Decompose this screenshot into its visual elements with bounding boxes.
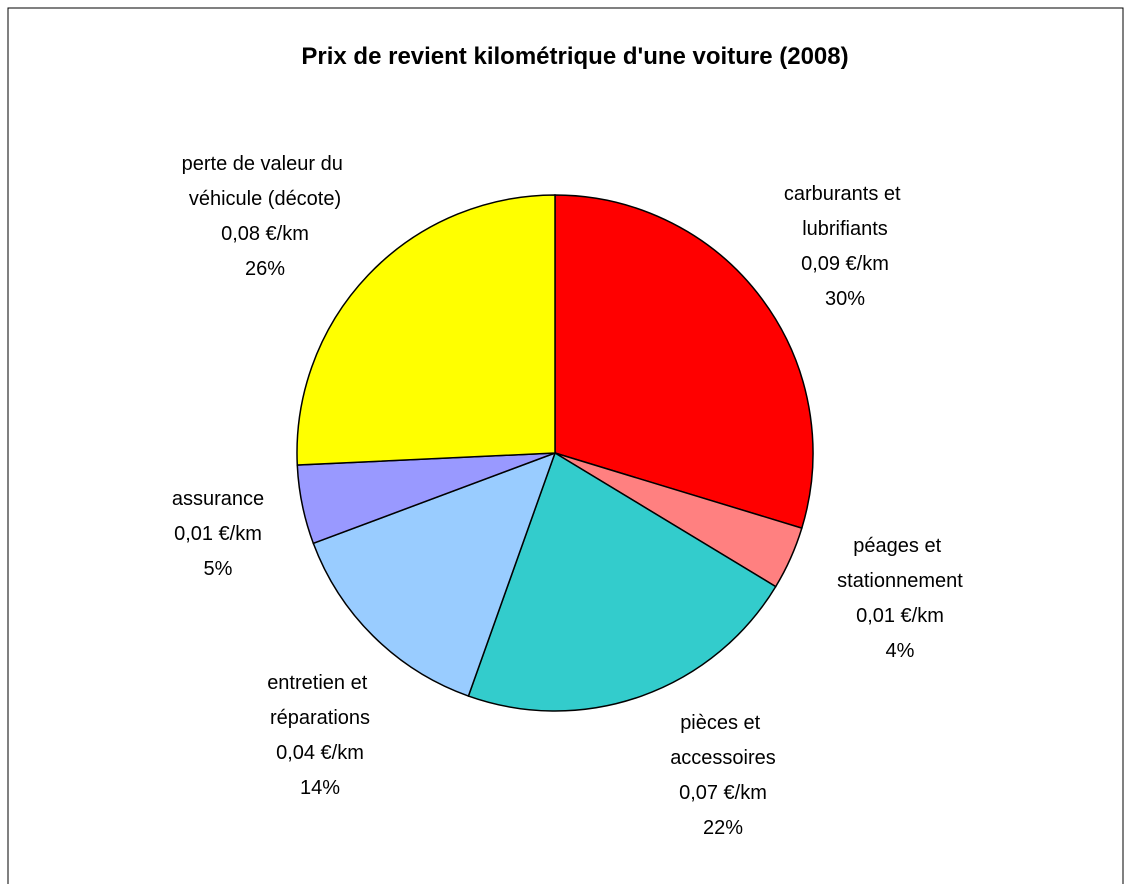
chart-title: Prix de revient kilométrique d'une voitu…	[301, 43, 848, 70]
slice-percent: 22%	[703, 817, 743, 839]
slice-cost: 0,07 €/km	[679, 782, 767, 804]
slice-label: péages et stationnement	[837, 535, 963, 592]
slice-cost: 0,09 €/km	[801, 253, 889, 275]
pie-slice	[467, 451, 777, 712]
slice-cost: 0,01 €/km	[174, 523, 262, 545]
slice-cost: 0,08 €/km	[221, 223, 309, 245]
pie-slice	[312, 451, 557, 698]
slice-percent: 4%	[886, 640, 915, 662]
slice-cost: 0,01 €/km	[856, 605, 944, 627]
pie-slice	[554, 194, 814, 530]
slice-label: entretien et réparations	[267, 672, 373, 729]
slice-label: pièces et accessoires	[670, 712, 776, 769]
slice-label: carburants et lubrifiants	[784, 183, 906, 240]
slice-cost: 0,04 €/km	[276, 742, 364, 764]
slice-percent: 5%	[204, 558, 233, 580]
slice-label: perte de valeur du véhicule (décote)	[182, 153, 349, 210]
slice-percent: 26%	[245, 258, 285, 280]
slice-percent: 30%	[825, 288, 865, 310]
slice-percent: 14%	[300, 777, 340, 799]
slice-label: assurance	[172, 488, 264, 510]
pie-slice	[296, 194, 556, 466]
